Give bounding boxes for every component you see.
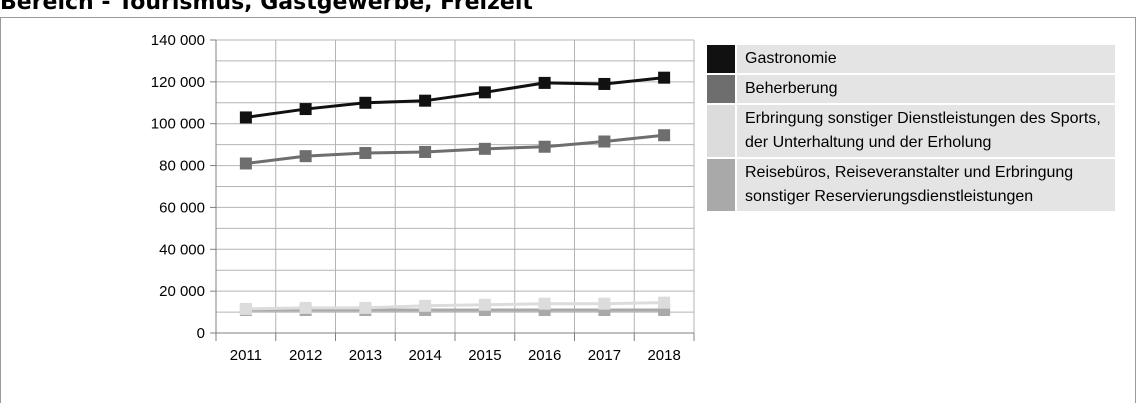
series-line	[245, 301, 665, 311]
tick-labels: 0 20 000 40 000 60 000 80 000 100 000 120 000 1…	[151, 32, 681, 364]
data-point	[299, 150, 312, 163]
page-title: Bereich - Tourismus, Gastgewerbe, Freize…	[0, 0, 533, 15]
grid	[215, 39, 695, 334]
data-point	[299, 301, 312, 314]
y-tick-label: 80 000	[159, 158, 205, 175]
series-line	[245, 133, 665, 165]
legend-label: Beherberung	[737, 75, 1115, 103]
legend-label: Erbringung sonstiger Dienstleistungen de…	[737, 105, 1115, 157]
legend-swatch	[707, 159, 735, 211]
legend-item: Erbringung sonstiger Dienstleistungen de…	[707, 105, 1115, 157]
y-tick-label: 20 000	[159, 283, 205, 300]
y-tick-label: 100 000	[151, 116, 205, 133]
x-tick-label: 2013	[349, 347, 382, 364]
legend-label: Gastronomie	[737, 45, 1115, 73]
legend-item: Gastronomie	[707, 45, 1115, 73]
y-tick-label: 60 000	[159, 199, 205, 216]
legend-swatch	[707, 45, 735, 73]
x-tick-label: 2015	[468, 347, 501, 364]
y-tick-label: 140 000	[151, 32, 205, 49]
data-point	[419, 94, 432, 107]
data-point	[299, 103, 312, 116]
data-point	[598, 77, 611, 90]
data-point	[419, 299, 432, 312]
data-point	[658, 71, 671, 84]
chart-frame	[0, 17, 1136, 403]
data-point	[478, 142, 491, 155]
data-point	[239, 302, 252, 315]
x-tick-label: 2011	[230, 347, 262, 364]
data-point	[478, 298, 491, 311]
data-point	[658, 296, 671, 309]
axes	[210, 39, 695, 341]
x-tick-label: 2014	[408, 347, 441, 364]
series-line	[245, 76, 665, 119]
data-point	[239, 111, 252, 124]
y-tick-label: 0	[197, 325, 205, 342]
data-point	[239, 157, 252, 170]
legend-swatch	[707, 75, 735, 103]
series-lines	[239, 71, 671, 316]
data-point	[359, 301, 372, 314]
data-point	[538, 140, 551, 153]
data-point	[419, 145, 432, 158]
legend: Gastronomie Beherberung Erbringung sonstig…	[707, 45, 1115, 213]
x-tick-label: 2017	[588, 347, 621, 364]
data-point	[598, 135, 611, 148]
y-tick-label: 120 000	[151, 74, 205, 91]
data-point	[478, 86, 491, 99]
x-tick-label: 2016	[528, 347, 561, 364]
data-point	[538, 76, 551, 89]
data-point	[598, 297, 611, 310]
data-point	[359, 96, 372, 109]
x-tick-label: 2012	[289, 347, 322, 364]
data-point	[359, 147, 372, 160]
line-chart: 0 20 000 40 000 60 000 80 000 100 000 120 000 1…	[151, 32, 695, 364]
legend-item: Reisebüros, Reiseveranstalter und Erbrin…	[707, 159, 1115, 211]
legend-label: Reisebüros, Reiseveranstalter und Erbrin…	[737, 159, 1115, 211]
legend-swatch	[707, 105, 735, 157]
legend-item: Beherberung	[707, 75, 1115, 103]
data-point	[538, 297, 551, 310]
x-tick-label: 2018	[647, 347, 680, 364]
data-point	[658, 129, 671, 142]
y-tick-label: 40 000	[159, 241, 205, 258]
